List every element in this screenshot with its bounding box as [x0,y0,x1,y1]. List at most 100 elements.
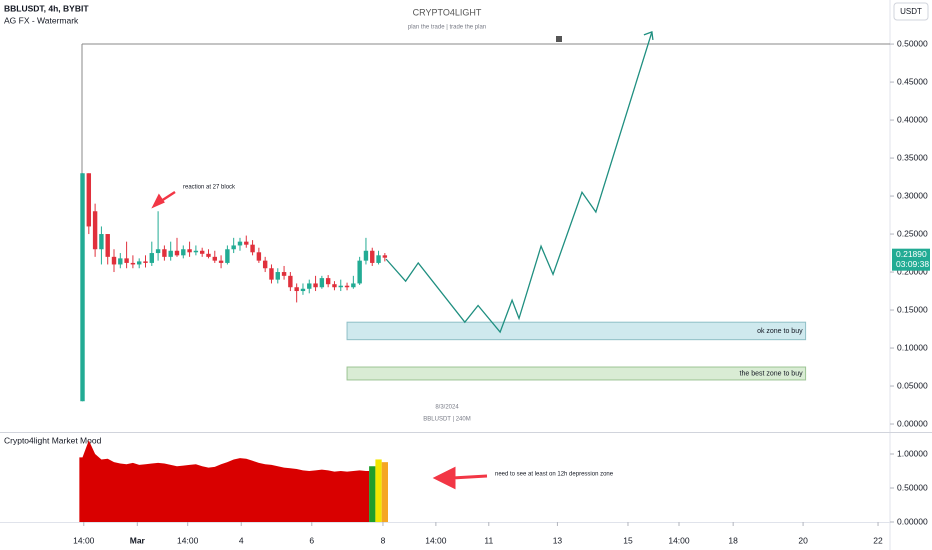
y-tick-label: 0.15000 [897,304,928,314]
currency[interactable]: USDT [900,7,922,16]
candle-body [363,250,369,261]
candle-body [294,287,299,292]
y-tick-label: 1.00000 [897,448,928,458]
x-tick-label: 18 [728,535,738,545]
candle-body [244,241,249,245]
checkbox-icon [556,36,562,42]
candle-body [130,262,136,265]
x-tick-label: 14:00 [73,535,95,545]
candle-body [143,261,148,263]
y-tick-label: 0.20000 [897,266,928,276]
indicator-name: AG FX - Watermark [4,15,79,25]
candle-body [269,268,274,280]
zone-label: the best zone to buy [740,370,804,377]
candle-body [319,278,325,288]
candle-body [80,173,85,402]
annotation: reaction at 27 block [183,185,236,191]
y-tick-label: 0.00000 [897,516,928,526]
candle-body [86,173,92,227]
candle-body [281,272,287,276]
candle-body [118,258,123,265]
x-tick-label: 14:00 [425,535,447,545]
candle-body [92,211,98,250]
x-tick-label: 11 [484,535,493,545]
indicator-annotation: need to see at least on 12h depression z… [495,472,614,478]
zone-label: ok zone to buy [757,328,803,335]
x-tick-label: 20 [798,535,808,545]
y-tick-label: 0.35000 [897,152,928,162]
candle-body [199,250,205,254]
mood-area [79,440,370,522]
candle-body [262,260,268,269]
zone [346,366,807,381]
red-arrow [432,466,488,490]
candle-body [155,249,161,254]
candle-body [124,258,129,263]
candle-body [162,249,167,257]
candle-body [187,249,192,253]
candle-body [136,261,142,265]
y-tick-label: 0.05000 [897,380,928,390]
candle-body [99,234,104,250]
x-tick-label: 6 [309,535,314,545]
candle-body [206,253,211,257]
candle-body [288,275,293,288]
candle-body [231,245,236,250]
x-tick-label: 22 [873,535,883,545]
candle-body [338,285,343,288]
mood-bar [375,459,382,522]
candle-body [174,250,180,256]
x-tick-label: 13 [553,535,563,545]
candle-body [218,260,224,263]
candle-body [307,283,312,289]
mood-bar [381,462,388,522]
last-price: 0.21890 [896,249,927,259]
candle-body [105,234,110,257]
y-tick-label: 0.45000 [897,76,928,86]
candle-body [212,256,217,261]
x-tick-label: 8 [381,535,386,545]
candle-body [275,272,280,280]
x-tick-label: Mar [130,535,146,545]
candle-body [256,252,262,261]
candle-body [181,249,186,256]
y-tick-label: 0.10000 [897,342,928,352]
indicator-title: Crypto4light Market Mood [4,435,102,445]
red-arrow [151,190,176,209]
candle-body [351,283,356,288]
candle-body [313,283,318,288]
x-tick-label: 14:00 [177,535,199,545]
projection-line [385,31,653,334]
candle-body [325,278,331,285]
candle-body [111,256,117,265]
candle-body [250,244,255,253]
candle-body [344,285,350,288]
candle-body [237,241,243,246]
x-tick-label: 4 [239,535,244,545]
x-tick-label: 14:00 [668,535,690,545]
candle-body [370,250,375,263]
candle-body [382,255,388,258]
projection-arrowhead [643,31,654,40]
x-tick-label: 15 [623,535,633,545]
watermark-symbol: BBLUSDT | 240M [423,417,470,423]
candle-body [357,260,362,284]
zone [346,321,807,341]
symbol-title: BBLUSDT, 4h, BYBIT [4,3,89,13]
candle-body [332,284,337,288]
candle-body [376,255,381,263]
y-tick-label: 0.40000 [897,114,928,124]
y-tick-label: 0.50000 [897,38,928,48]
candle-body [193,250,199,253]
candle-body [225,249,230,263]
mood-bar [369,466,376,522]
y-tick-label: 0.25000 [897,228,928,238]
candle-body [300,288,306,292]
candle-body [149,253,155,263]
currency-button[interactable] [893,2,929,21]
watermark-date: 8/3/2024 [435,405,459,411]
watermark-sub: plan the trade | trade the plan [408,25,486,31]
last-price-badge [892,248,930,271]
y-tick-label: 0.00000 [897,418,928,428]
